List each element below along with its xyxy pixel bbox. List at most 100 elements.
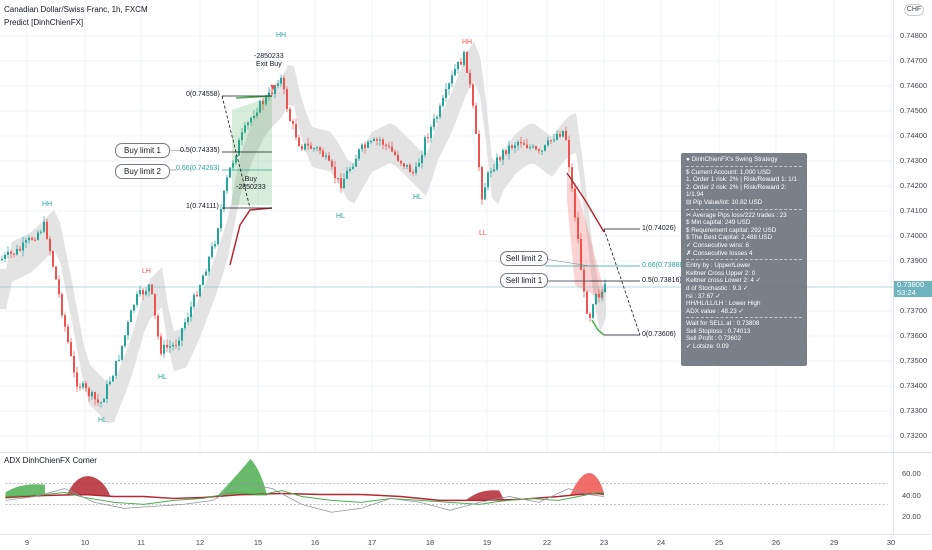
candle-body xyxy=(229,167,231,178)
candle-body xyxy=(88,388,90,397)
candle-body xyxy=(205,271,207,276)
candle-body xyxy=(94,392,96,400)
candle-body xyxy=(436,116,438,119)
strategy-line: ✓ Lotsize: 0.09 xyxy=(686,343,729,351)
keltner-band xyxy=(0,41,606,423)
strategy-line: ✓ Consecutive wins: 6 xyxy=(686,241,750,249)
candle-body xyxy=(190,306,192,318)
candle-body xyxy=(115,360,117,376)
candle-body xyxy=(103,398,105,403)
candle-body xyxy=(589,313,591,318)
candle-body xyxy=(550,140,552,142)
candle-body xyxy=(244,125,246,133)
candle-body xyxy=(388,145,390,147)
time-tick: 15 xyxy=(253,538,263,547)
candle-body xyxy=(604,284,606,293)
candle-body xyxy=(82,383,84,388)
indicator-name[interactable]: Predict [DinhChienFX] xyxy=(4,18,84,27)
sell-limit-1-callout[interactable]: Sell limit 1 xyxy=(500,273,548,288)
candle-body xyxy=(406,164,408,167)
candle-body xyxy=(193,294,195,307)
buy-limit-2-callout[interactable]: Buy limit 2 xyxy=(115,164,170,179)
candle-body xyxy=(166,344,168,348)
candle-body xyxy=(259,100,261,113)
adx-tick-40: 40.00 xyxy=(902,491,921,500)
candle-body xyxy=(508,145,510,154)
strategy-line: Sell Profit : 0.73602 xyxy=(686,335,741,343)
candle-body xyxy=(592,304,594,318)
time-tick: 23 xyxy=(599,538,609,547)
candle-body xyxy=(133,304,135,311)
current-price-value: 0.73800 xyxy=(897,280,925,289)
price-axis[interactable]: CHF 0.74800 0.74700 0.74600 0.74500 0.74400 0… xyxy=(893,0,932,452)
candle-body xyxy=(472,84,474,106)
candle-body xyxy=(91,392,93,397)
time-tick: 26 xyxy=(771,538,781,547)
time-tick: 12 xyxy=(195,538,205,547)
candle-body xyxy=(334,166,336,178)
candle-body xyxy=(361,144,363,150)
strategy-line: $ Requirement capital: 292 USD xyxy=(686,226,777,234)
strategy-section-stats: ✂ Average Pips loss/222 trades : 23 $ Mi… xyxy=(686,212,802,258)
candle-body xyxy=(439,105,441,117)
candle-body xyxy=(277,83,279,86)
candle-body xyxy=(295,123,297,138)
candle-body xyxy=(73,356,75,373)
candle-body xyxy=(358,149,360,159)
candle-body xyxy=(586,291,588,314)
candle-body xyxy=(76,372,78,387)
price-tick: 0.73500 xyxy=(900,356,928,365)
candle-body xyxy=(457,61,459,69)
sell-limit-2-callout[interactable]: Sell limit 2 xyxy=(500,251,548,266)
candle-body xyxy=(565,130,567,140)
symbol-title[interactable]: Canadian Dollar/Swiss Franc, 1h, FXCM xyxy=(4,5,148,14)
candle-body xyxy=(106,384,108,399)
time-axis[interactable]: 9 10 11 12 15 16 17 18 19 22 23 24 25 26 29 30 xyxy=(0,534,932,550)
time-tick: 9 xyxy=(24,538,30,547)
pivot-hl: HL xyxy=(413,194,422,201)
candle-body xyxy=(529,147,531,149)
candle-body xyxy=(376,139,378,141)
strategy-line: ✂ Average Pips loss/222 trades : 23 xyxy=(686,211,787,219)
candle-body xyxy=(391,146,393,152)
candle-body xyxy=(172,344,174,347)
adx-tick-60: 60.00 xyxy=(902,469,921,478)
divider xyxy=(686,165,802,167)
strategy-line: 1. Order 1 risk: 2% | Risk/Reward 1: 1/1 xyxy=(686,176,797,184)
sell-stop-line xyxy=(566,172,605,233)
adx-tick-20: 20.00 xyxy=(902,512,921,521)
candle-body xyxy=(217,228,219,245)
adx-pane-label[interactable]: ADX DinhChienFX Corner xyxy=(4,456,97,465)
fib-sell-066-label: 0.66(0.73888) xyxy=(642,262,686,269)
buy-limit-1-callout[interactable]: Buy limit 1 xyxy=(115,143,170,158)
candle-body xyxy=(151,284,153,294)
candle-body xyxy=(562,130,564,137)
candle-body xyxy=(19,248,21,251)
fib-buy-0-label: 0(0.74558) xyxy=(186,91,220,98)
strategy-line: Keltner cross Lower 2: 4 ✓ xyxy=(686,277,761,285)
candle-body xyxy=(7,251,9,255)
currency-button[interactable]: CHF xyxy=(904,4,924,16)
candle-body xyxy=(22,242,24,251)
candle-body xyxy=(40,231,42,233)
candle-body xyxy=(196,294,198,297)
candle-body xyxy=(220,209,222,229)
candle-body xyxy=(451,75,453,84)
candle-body xyxy=(247,122,249,126)
candle-body xyxy=(13,253,15,255)
pivot-hh: HH xyxy=(462,39,473,46)
exit-buy-text: Exit Buy xyxy=(255,61,282,68)
time-tick: 22 xyxy=(542,538,552,547)
candle-body xyxy=(475,105,477,134)
strategy-line: $ Current Account: 1,000 USD xyxy=(686,168,771,176)
strategy-title-text: DinhChienFX's Swing Strategy xyxy=(691,156,778,163)
adx-chart[interactable] xyxy=(0,452,893,534)
candle-body xyxy=(4,254,6,259)
candle-body xyxy=(16,248,18,255)
candle-body xyxy=(109,381,111,385)
candle-body xyxy=(466,51,468,73)
price-tick: 0.73900 xyxy=(900,256,928,265)
candle-body xyxy=(235,155,237,163)
strategy-section-order: Wait for SELL at : 0.73808 Sell Stoploss… xyxy=(686,320,802,350)
candle-body xyxy=(412,172,414,174)
